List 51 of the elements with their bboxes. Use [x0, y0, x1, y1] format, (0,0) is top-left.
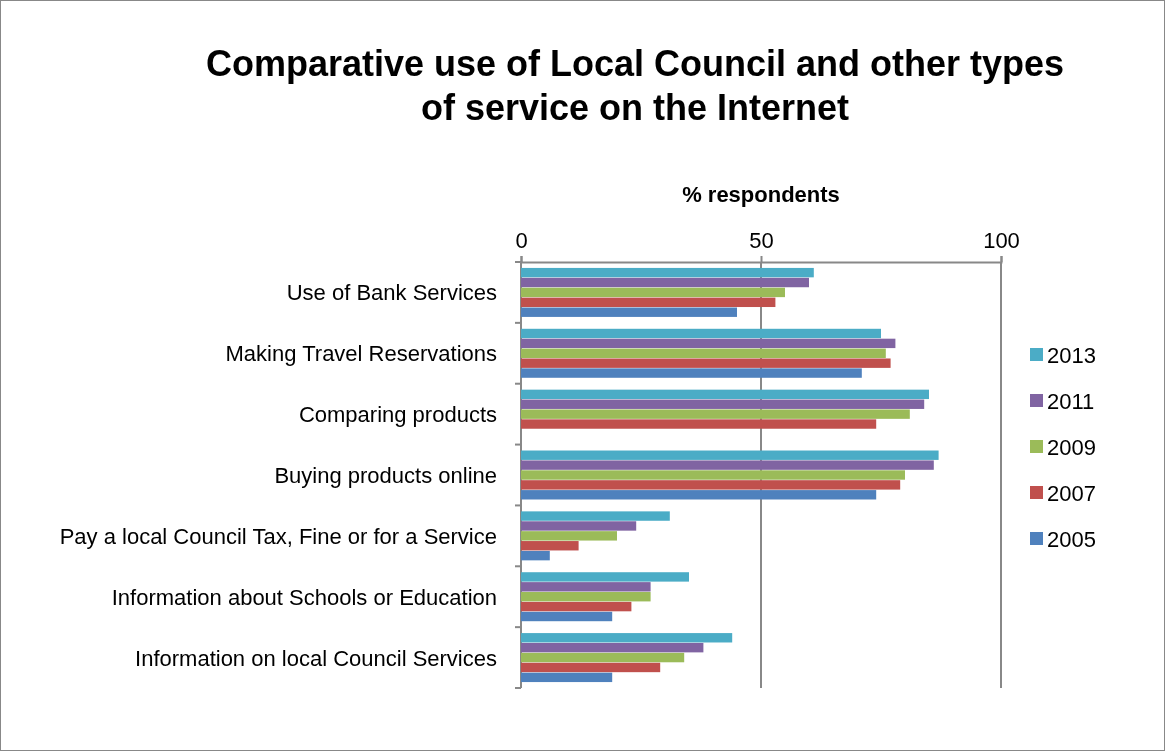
x-tick-label: 100: [983, 228, 1020, 253]
bar: [521, 419, 877, 429]
bar: [521, 287, 785, 298]
legend-label: 2007: [1047, 481, 1096, 506]
bar: [521, 550, 550, 561]
bar: [521, 328, 881, 339]
y-tick-label: Use of Bank Services: [286, 280, 497, 306]
bar: [521, 307, 737, 317]
bar: [521, 267, 814, 278]
bar: [521, 470, 905, 480]
y-tick-label: Pay a local Council Tax, Fine or for a Service: [59, 523, 497, 549]
bar: [521, 633, 733, 643]
bar: [521, 389, 929, 400]
y-tick-label: Buying products online: [274, 463, 497, 488]
bar: [521, 662, 661, 673]
bar: [521, 672, 613, 683]
bar: [521, 297, 776, 308]
bar: [521, 601, 632, 612]
bar: [521, 277, 809, 288]
bar: [521, 450, 939, 460]
bar: [521, 399, 925, 409]
bar: [521, 611, 613, 622]
bar: [521, 531, 617, 541]
legend-label: 2005: [1047, 527, 1096, 552]
bar: [521, 511, 670, 521]
bar: [521, 480, 901, 490]
bar: [521, 358, 891, 368]
bar: [521, 409, 910, 419]
x-tick-label: 0: [515, 228, 528, 253]
y-tick-label: Information on local Council Services: [135, 645, 497, 671]
bar: [521, 490, 877, 500]
bar: [521, 521, 637, 531]
legend-label: 2013: [1047, 343, 1096, 368]
x-axis-title: % respondents: [682, 182, 840, 207]
y-tick-label: Making Travel Reservations: [225, 341, 497, 367]
y-tick-label: Comparing products: [298, 402, 497, 428]
bar: [521, 582, 651, 592]
bar: [521, 642, 704, 653]
bar: [521, 338, 896, 349]
x-tick-label: 50: [749, 228, 774, 253]
legend-label: 2011: [1047, 389, 1095, 414]
bar: [521, 652, 685, 663]
bar: [521, 572, 689, 582]
bar: [521, 592, 651, 602]
bar: [521, 460, 934, 470]
bar: [521, 541, 579, 551]
chart-title: Comparative use of Local Council and other types of service on the Internet: [205, 43, 1065, 128]
bar: [521, 368, 862, 378]
bar: [521, 348, 886, 358]
legend-label: 2009: [1047, 435, 1096, 460]
y-tick-label: Information about Schools or Education: [111, 584, 497, 610]
